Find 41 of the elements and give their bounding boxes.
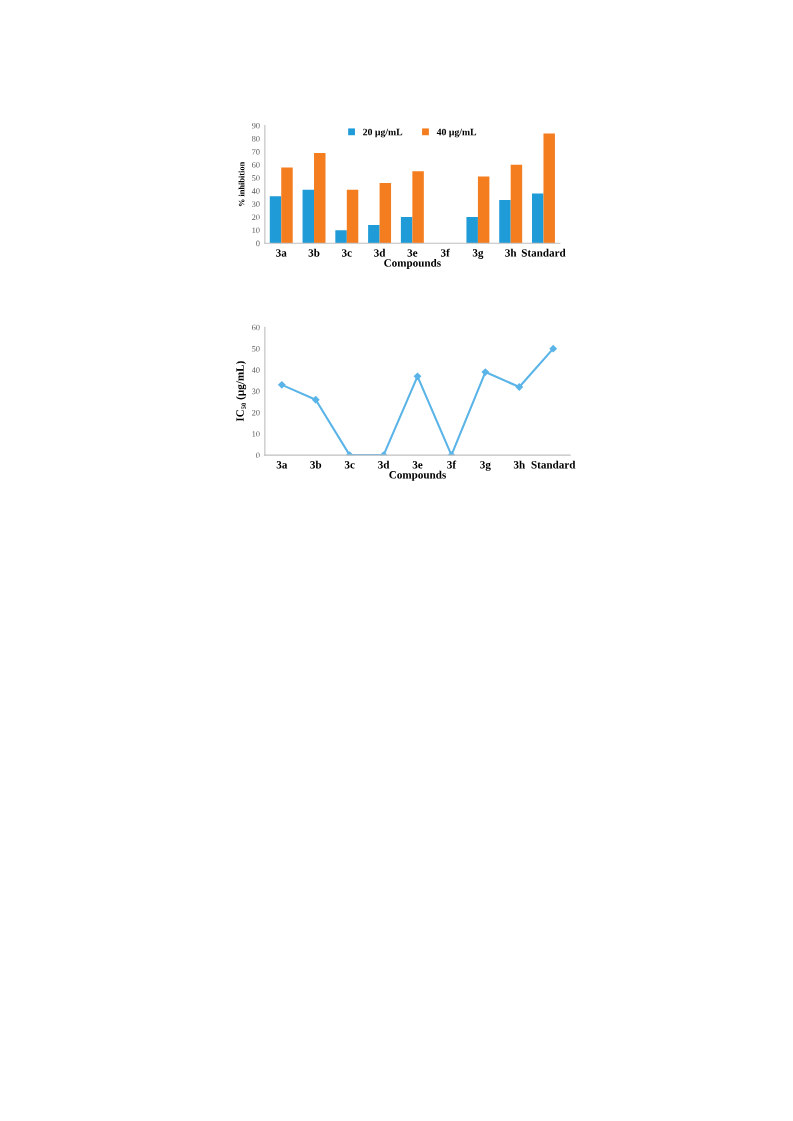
y-tick-label: 60: [252, 324, 260, 331]
y-tick-label: 50: [252, 345, 260, 352]
y-tick-label: 20: [252, 409, 260, 416]
y-tick-label: 40: [251, 188, 260, 194]
x-tick-label: 3b: [308, 248, 320, 257]
y-tick-label: 0: [256, 240, 260, 247]
y-tick-label: 30: [252, 201, 260, 207]
y-tick-label: 60: [252, 162, 260, 168]
y-axis-title: IC₅₀ (µg/mL): [235, 361, 247, 422]
x-tick-label: 3b: [310, 460, 322, 469]
x-tick-label: 3a: [276, 249, 287, 257]
y-tick-label: 10: [252, 431, 260, 437]
x-tick-label: Standard: [521, 248, 566, 257]
y-tick-label: 30: [252, 388, 260, 395]
x-tick-label: 3g: [480, 460, 491, 471]
y-tick-label: 80: [251, 135, 260, 142]
x-tick-label: 3a: [276, 461, 288, 469]
x-axis-title: Compounds: [384, 258, 441, 269]
x-tick-label: 3d: [374, 248, 386, 257]
x-tick-label: 3g: [472, 249, 484, 259]
y-tick-label: 50: [252, 175, 260, 181]
y-tick-label: 10: [252, 227, 260, 234]
y-tick-label: 0: [256, 452, 260, 459]
x-tick-label: 3c: [341, 249, 352, 257]
x-tick-label: 3e: [407, 249, 418, 257]
x-tick-label: 3c: [344, 461, 355, 469]
y-tick-label: 20: [252, 214, 260, 221]
x-tick-label: 3h: [513, 460, 525, 469]
x-tick-label: Standard: [531, 460, 576, 469]
x-axis-title: Compounds: [389, 470, 446, 481]
legend-label: 20 µg/mL: [363, 128, 403, 138]
x-tick-label: 3h: [505, 248, 517, 257]
y-tick-label: 70: [252, 149, 260, 155]
x-tick-label: 3f: [440, 248, 450, 257]
legend-label: 40 µg/mL: [436, 128, 477, 138]
y-tick-label: 90: [251, 122, 260, 129]
x-tick-label: 3e: [412, 461, 423, 469]
y-axis-title: % inhibition: [238, 161, 245, 207]
x-tick-label: 3f: [447, 460, 457, 469]
y-tick-label: 40: [251, 367, 260, 373]
x-tick-label: 3d: [378, 460, 390, 469]
